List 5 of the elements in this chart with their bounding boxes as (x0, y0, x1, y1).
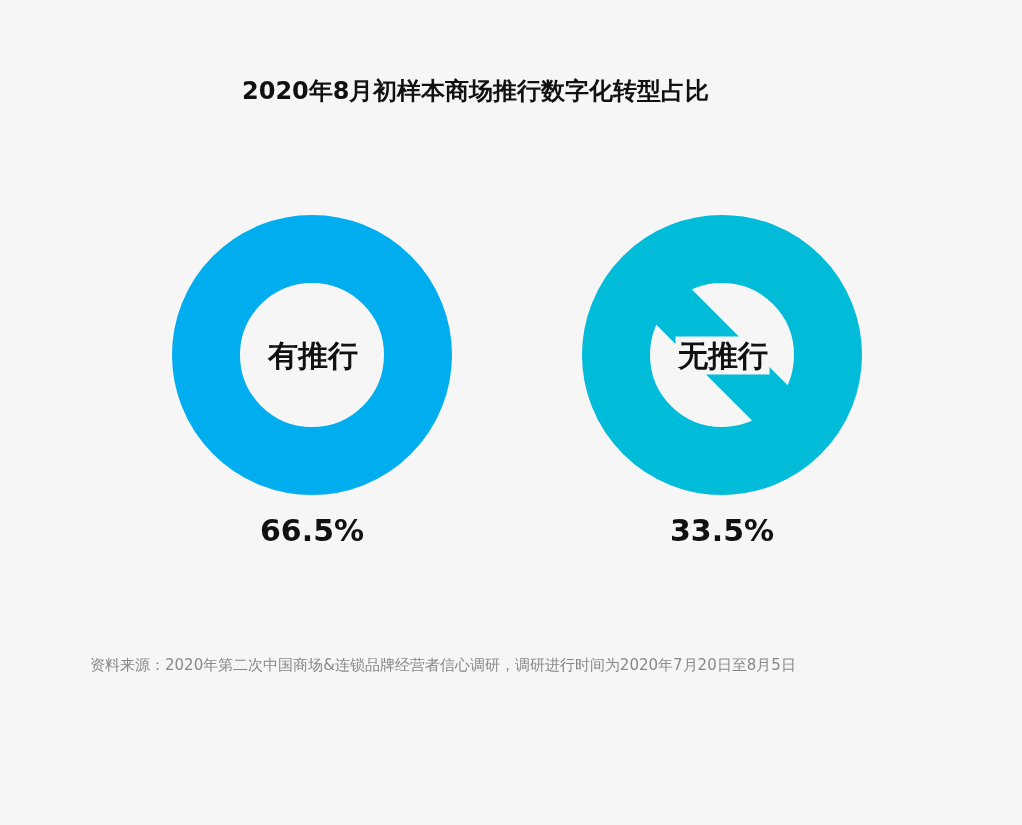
data-label: 33.5% (670, 513, 775, 548)
text: 资料来源：2020年第二次中国商场&连锁品牌经营者信心调研，调研进行时间为2020年7月20日至8月5日 (90, 656, 796, 674)
text: 2020年8月初样本商场推行数字化转型占比 (242, 77, 710, 105)
category-label: 有推行 (267, 338, 358, 373)
data-label: 66.5% (260, 513, 365, 548)
